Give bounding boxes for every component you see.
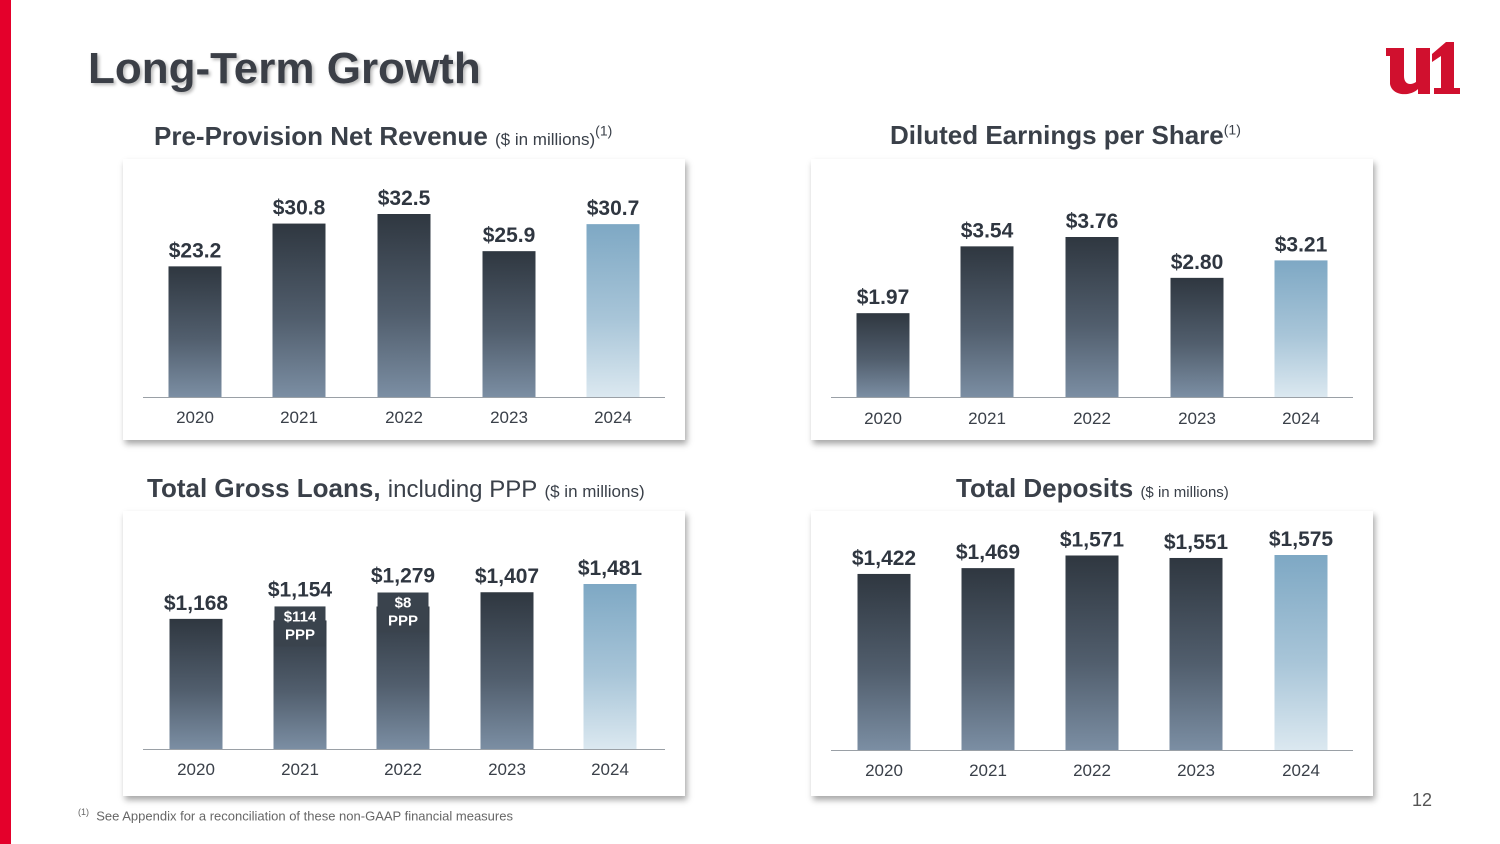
- ppnr-chart-title: Pre-Provision Net Revenue ($ in millions…: [154, 121, 612, 152]
- ppnr-value-label-2021: $30.8: [273, 197, 326, 220]
- eps-chart-title: Diluted Earnings per Share(1): [890, 120, 1241, 151]
- deposits-chart-panel: $1,422 2020 $1,469 2021 $1,571 2022 $1,551 2023…: [811, 511, 1373, 796]
- loans-value-label-2024: $1,481: [578, 557, 643, 580]
- ppnr-bar-2024: [586, 224, 640, 397]
- loans-ppp-segment-2021: [274, 606, 326, 647]
- loans-title-sub: including PPP: [387, 476, 538, 503]
- eps-x-tick-2023: 2023: [1178, 409, 1216, 428]
- ppnr-value-label-2022: $32.5: [378, 187, 431, 210]
- eps-bar-2023: [1170, 277, 1224, 397]
- ppnr-x-tick-2021: 2021: [280, 408, 318, 427]
- loans-chart-title: Total Gross Loans, including PPP ($ in m…: [147, 473, 645, 504]
- footnote-marker: (1): [78, 807, 89, 817]
- ppnr-bar-2021: [272, 223, 326, 397]
- loans-bar-2023: [480, 592, 534, 749]
- eps-title-main: Diluted Earnings per Share: [890, 120, 1224, 150]
- deposits-bar-2023: [1169, 557, 1223, 750]
- eps-value-label-2024: $3.21: [1275, 233, 1328, 256]
- deposits-x-tick-2021: 2021: [969, 761, 1007, 780]
- u1-logo: [1386, 42, 1460, 95]
- eps-value-label-2021: $3.54: [961, 219, 1014, 242]
- ppnr-bar-2023: [482, 251, 536, 397]
- page-number: 12: [1412, 790, 1433, 810]
- ppnr-chart: $23.2 2020 $30.8 2021 $32.5 2022 $25.9 2023 $30.…: [143, 187, 665, 427]
- loans-title-main: Total Gross Loans,: [147, 473, 381, 503]
- eps-bar-2024: [1274, 260, 1328, 397]
- deposits-x-tick-2023: 2023: [1177, 761, 1215, 780]
- eps-bar-2021: [960, 246, 1014, 397]
- ppnr-x-tick-2022: 2022: [385, 408, 423, 427]
- deposits-value-label-2023: $1,551: [1164, 531, 1229, 554]
- deposits-value-label-2022: $1,571: [1060, 528, 1125, 551]
- loans-ppp-label-2021: PPP: [285, 626, 315, 643]
- ppnr-title-main: Pre-Provision Net Revenue: [154, 121, 488, 151]
- eps-x-tick-2024: 2024: [1282, 409, 1320, 428]
- deposits-x-tick-2022: 2022: [1073, 761, 1111, 780]
- eps-bar-2022: [1065, 237, 1119, 397]
- deposits-title-units: ($ in millions): [1140, 484, 1229, 501]
- ppnr-chart-panel: $23.2 2020 $30.8 2021 $32.5 2022 $25.9 2023 $30.…: [123, 159, 685, 440]
- loans-x-tick-2022: 2022: [384, 760, 422, 779]
- loans-x-tick-2020: 2020: [177, 760, 215, 779]
- loans-bar-2020: [169, 618, 223, 749]
- loans-value-label-2023: $1,407: [475, 565, 539, 588]
- eps-chart-panel: $1.97 2020 $3.54 2021 $3.76 2022 $2.80 2023 $3.2…: [811, 159, 1373, 440]
- eps-x-tick-2021: 2021: [968, 409, 1006, 428]
- loans-ppp-amount-2022: $8: [395, 595, 412, 612]
- loans-value-label-2020: $1,168: [164, 592, 229, 615]
- eps-x-tick-2022: 2022: [1073, 409, 1111, 428]
- loans-value-label-2022: $1,279: [371, 565, 435, 588]
- deposits-chart-title: Total Deposits ($ in millions): [956, 473, 1229, 504]
- deposits-bar-2022: [1065, 555, 1119, 750]
- loans-chart: $1,1682020$114PPP$1,1542021$8PPP$1,27920…: [143, 557, 665, 779]
- loans-chart-panel: $1,168 2020 $114 PPP $1,154 2021 $8 PPP $1,279 20…: [123, 511, 685, 796]
- ppnr-value-label-2023: $25.9: [483, 224, 536, 247]
- loans-ppp-label-2022: PPP: [388, 613, 418, 630]
- loans-x-tick-2021: 2021: [281, 760, 319, 779]
- accent-bar: [0, 0, 11, 844]
- deposits-title-main: Total Deposits: [956, 473, 1134, 503]
- ppnr-title-units: ($ in millions): [495, 130, 596, 149]
- deposits-x-tick-2024: 2024: [1282, 761, 1320, 780]
- deposits-x-tick-2020: 2020: [865, 761, 903, 780]
- loans-bar-2024: [583, 584, 637, 749]
- eps-title-footnote-ref: (1): [1223, 121, 1241, 138]
- loans-value-label-2021: $1,154: [268, 578, 333, 601]
- ppnr-title-footnote-ref: (1): [595, 122, 613, 139]
- deposits-bar-2021: [961, 568, 1015, 750]
- ppnr-bar-2020: [168, 266, 222, 397]
- ppnr-x-tick-2020: 2020: [176, 408, 214, 427]
- deposits-chart: $1,422 2020 $1,469 2021 $1,571 2022 $1,551 2023…: [831, 528, 1353, 780]
- deposits-value-label-2021: $1,469: [956, 541, 1020, 564]
- ppnr-x-tick-2023: 2023: [490, 408, 528, 427]
- eps-x-tick-2020: 2020: [864, 409, 902, 428]
- footnote-text: See Appendix for a reconciliation of the…: [96, 808, 513, 824]
- ppnr-value-label-2024: $30.7: [587, 197, 640, 220]
- eps-bar-2020: [856, 313, 910, 397]
- loans-ppp-amount-2021: $114: [284, 608, 317, 625]
- page-title: Long-Term Growth: [88, 44, 481, 93]
- deposits-value-label-2024: $1,575: [1269, 528, 1334, 551]
- eps-value-label-2023: $2.80: [1171, 251, 1224, 274]
- ppnr-value-label-2020: $23.2: [169, 239, 222, 262]
- loans-title-units: ($ in millions): [544, 482, 645, 501]
- loans-x-tick-2023: 2023: [488, 760, 526, 779]
- deposits-bar-2020: [857, 573, 911, 750]
- eps-value-label-2022: $3.76: [1066, 210, 1119, 233]
- eps-chart: $1.97 2020 $3.54 2021 $3.76 2022 $2.80 2023 $3.2…: [831, 210, 1353, 428]
- deposits-bar-2024: [1274, 555, 1328, 750]
- loans-ppp-segment-2022: [377, 592, 429, 633]
- footnote: (1) See Appendix for a reconciliation of…: [78, 807, 513, 823]
- ppnr-bar-2022: [377, 214, 431, 397]
- loans-x-tick-2024: 2024: [591, 760, 629, 779]
- eps-value-label-2020: $1.97: [857, 286, 910, 309]
- deposits-value-label-2020: $1,422: [852, 547, 916, 570]
- ppnr-x-tick-2024: 2024: [594, 408, 632, 427]
